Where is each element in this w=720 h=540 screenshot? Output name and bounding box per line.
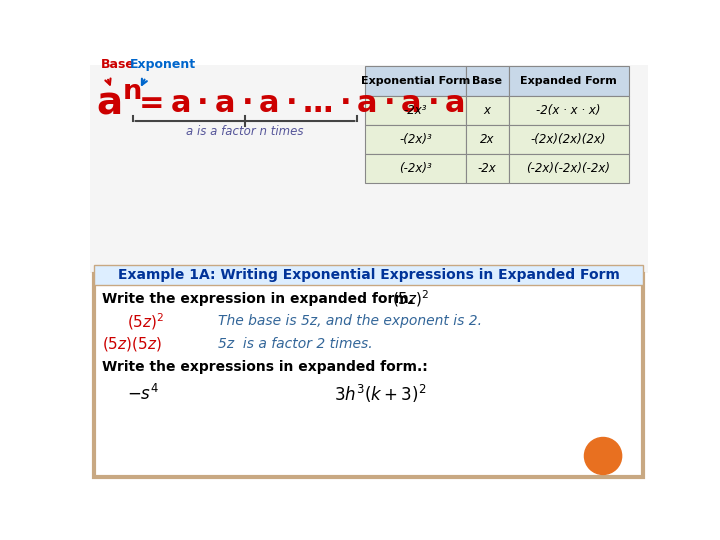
FancyBboxPatch shape <box>508 125 629 154</box>
Text: -2x³: -2x³ <box>404 104 427 117</box>
Text: Write the expressions in expanded form.:: Write the expressions in expanded form.: <box>102 360 428 374</box>
Text: Exponent: Exponent <box>130 58 197 71</box>
Text: The base is 5z, and the exponent is 2.: The base is 5z, and the exponent is 2. <box>218 314 482 328</box>
Text: $(5z)(5z)$: $(5z)(5z)$ <box>102 335 161 353</box>
FancyBboxPatch shape <box>508 154 629 184</box>
FancyBboxPatch shape <box>508 96 629 125</box>
FancyBboxPatch shape <box>508 66 629 96</box>
FancyBboxPatch shape <box>365 66 466 96</box>
Text: a is a factor n times: a is a factor n times <box>186 125 304 138</box>
Text: Exponential Form: Exponential Form <box>361 76 470 86</box>
Text: -(2x)(2x)(2x): -(2x)(2x)(2x) <box>531 133 606 146</box>
FancyBboxPatch shape <box>466 96 508 125</box>
FancyBboxPatch shape <box>365 154 466 184</box>
Text: (-2x)(-2x)(-2x): (-2x)(-2x)(-2x) <box>526 162 611 176</box>
FancyBboxPatch shape <box>466 66 508 96</box>
Text: $(5z)^2$: $(5z)^2$ <box>392 288 430 309</box>
FancyBboxPatch shape <box>365 125 466 154</box>
Text: -2x: -2x <box>478 162 497 176</box>
FancyBboxPatch shape <box>466 154 508 184</box>
FancyBboxPatch shape <box>94 265 642 285</box>
Text: Example 1A: Writing Exponential Expressions in Expanded Form: Example 1A: Writing Exponential Expressi… <box>118 268 620 282</box>
Text: $(5z)^2$: $(5z)^2$ <box>127 311 165 332</box>
FancyBboxPatch shape <box>94 274 642 477</box>
FancyBboxPatch shape <box>90 65 648 273</box>
FancyBboxPatch shape <box>466 125 508 154</box>
Text: x: x <box>484 104 491 117</box>
Text: Base: Base <box>472 76 502 86</box>
Text: -(2x)³: -(2x)³ <box>399 133 432 146</box>
Text: Base: Base <box>101 58 135 71</box>
Text: $\mathbf{a^n}$: $\mathbf{a^n}$ <box>96 84 142 122</box>
FancyBboxPatch shape <box>365 96 466 125</box>
Text: $\mathbf{= a \cdot a \cdot a \cdot \ldots \cdot a \cdot a \cdot a}$: $\mathbf{= a \cdot a \cdot a \cdot \ldot… <box>132 89 464 118</box>
Circle shape <box>585 437 621 475</box>
Text: Expanded Form: Expanded Form <box>520 76 617 86</box>
Text: $3h^3(k+3)^2$: $3h^3(k+3)^2$ <box>334 382 426 404</box>
Text: 2x: 2x <box>480 133 495 146</box>
Text: 5z  is a factor 2 times.: 5z is a factor 2 times. <box>218 336 372 350</box>
Text: $-s^4$: $-s^4$ <box>127 383 159 403</box>
Text: (-2x)³: (-2x)³ <box>399 162 432 176</box>
Text: -2(x · x · x): -2(x · x · x) <box>536 104 600 117</box>
Text: Write the expression in expanded form.: Write the expression in expanded form. <box>102 292 413 306</box>
